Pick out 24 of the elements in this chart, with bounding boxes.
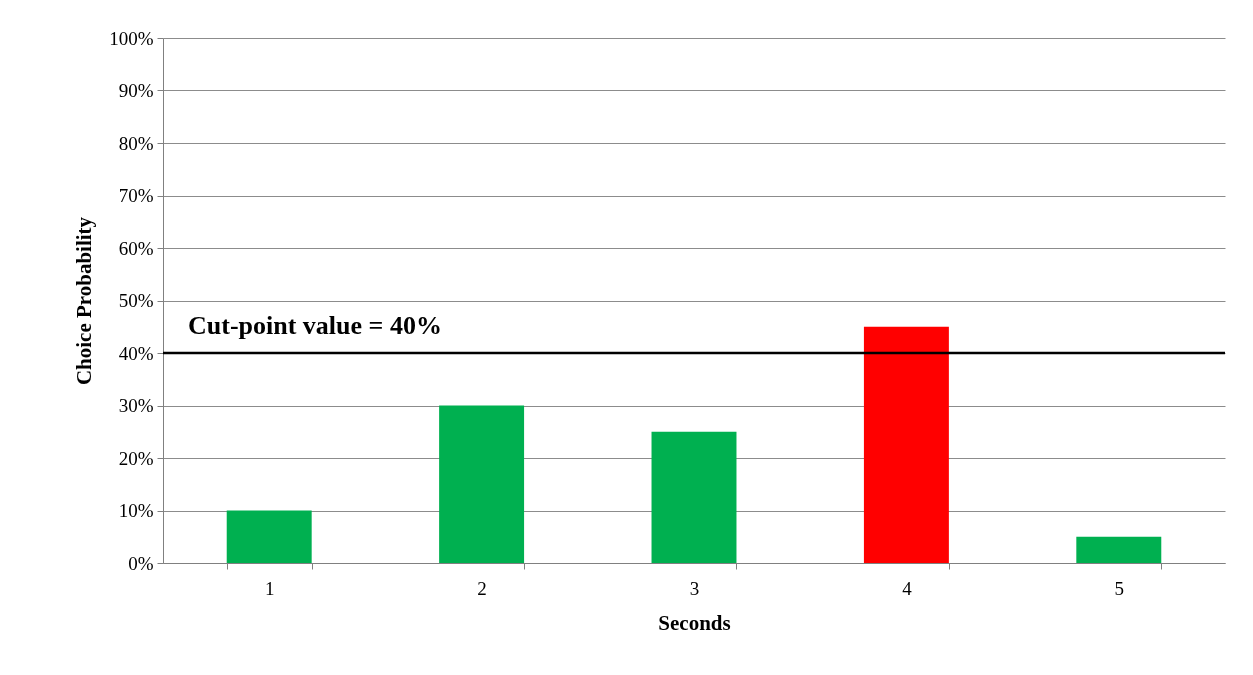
x-axis-title: Seconds [658,610,731,635]
bar [226,510,312,563]
y-tick-label: 90% [118,80,154,101]
y-tick-label: 40% [118,342,154,364]
y-tick-label: 10% [118,500,154,521]
x-tick-label: 2 [477,577,487,599]
bar [439,405,525,563]
ref-line-label: Cut-point value = 40% [188,311,442,340]
y-tick-label: 0% [128,552,154,574]
y-tick-label: 70% [118,185,154,206]
x-tick-label: 3 [689,577,700,599]
y-tick-label: 100% [109,27,154,49]
bar [651,431,737,563]
y-tick-label: 30% [118,395,154,416]
x-tick-label: 5 [1114,577,1125,599]
y-tick-label: 50% [118,290,154,311]
x-tick-label: 1 [264,577,275,599]
bar [863,326,949,563]
x-tick-label: 4 [902,577,913,599]
y-axis-title: Choice Probability [72,216,97,386]
y-tick-label: 20% [118,447,154,469]
y-tick-label: 60% [118,237,154,259]
bar [1076,536,1162,563]
y-tick-label: 80% [118,132,154,154]
